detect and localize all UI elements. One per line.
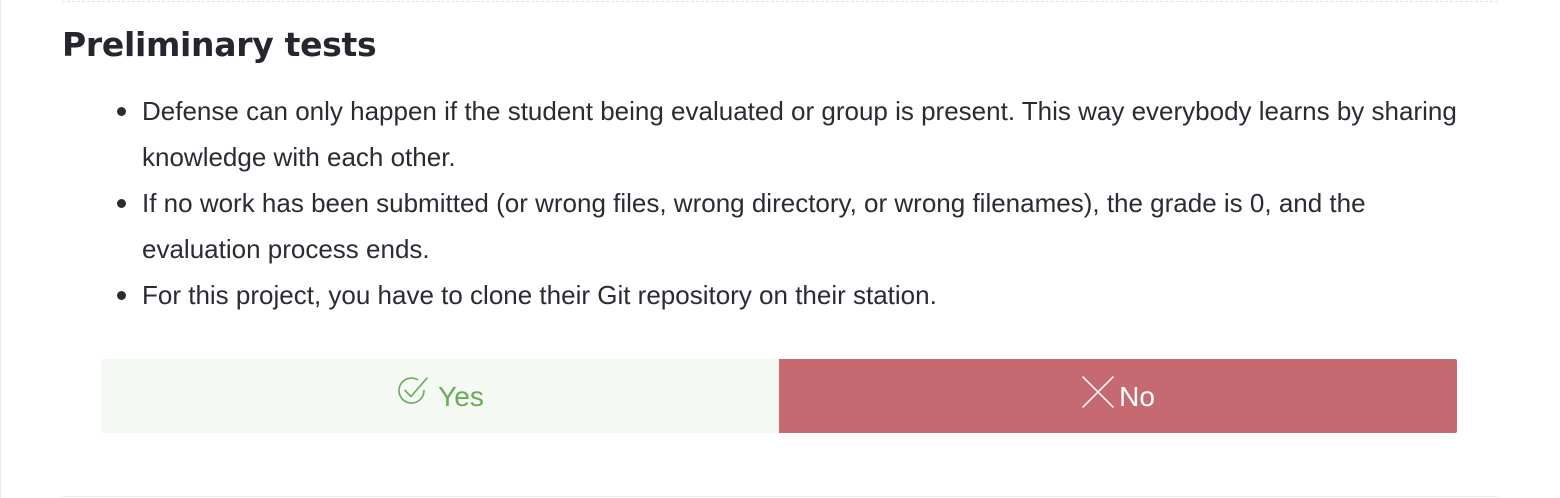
close-icon [1081, 375, 1115, 409]
no-button-label: No [1119, 381, 1155, 412]
list-item: Defense can only happen if the student b… [117, 88, 1482, 180]
bottom-divider [62, 496, 1498, 497]
yes-button[interactable]: Yes [101, 359, 779, 433]
answer-toggle-group: Yes No [101, 359, 1457, 433]
check-circle-icon [396, 374, 430, 408]
top-divider [62, 1, 1498, 2]
list-item: If no work has been submitted (or wrong … [117, 180, 1482, 272]
list-item: For this project, you have to clone thei… [117, 272, 1482, 318]
section-title: Preliminary tests [62, 25, 377, 64]
no-button[interactable]: No [779, 359, 1457, 433]
left-edge-border [0, 0, 1, 498]
preliminary-rules-list: Defense can only happen if the student b… [117, 88, 1482, 318]
yes-button-label: Yes [438, 381, 484, 412]
